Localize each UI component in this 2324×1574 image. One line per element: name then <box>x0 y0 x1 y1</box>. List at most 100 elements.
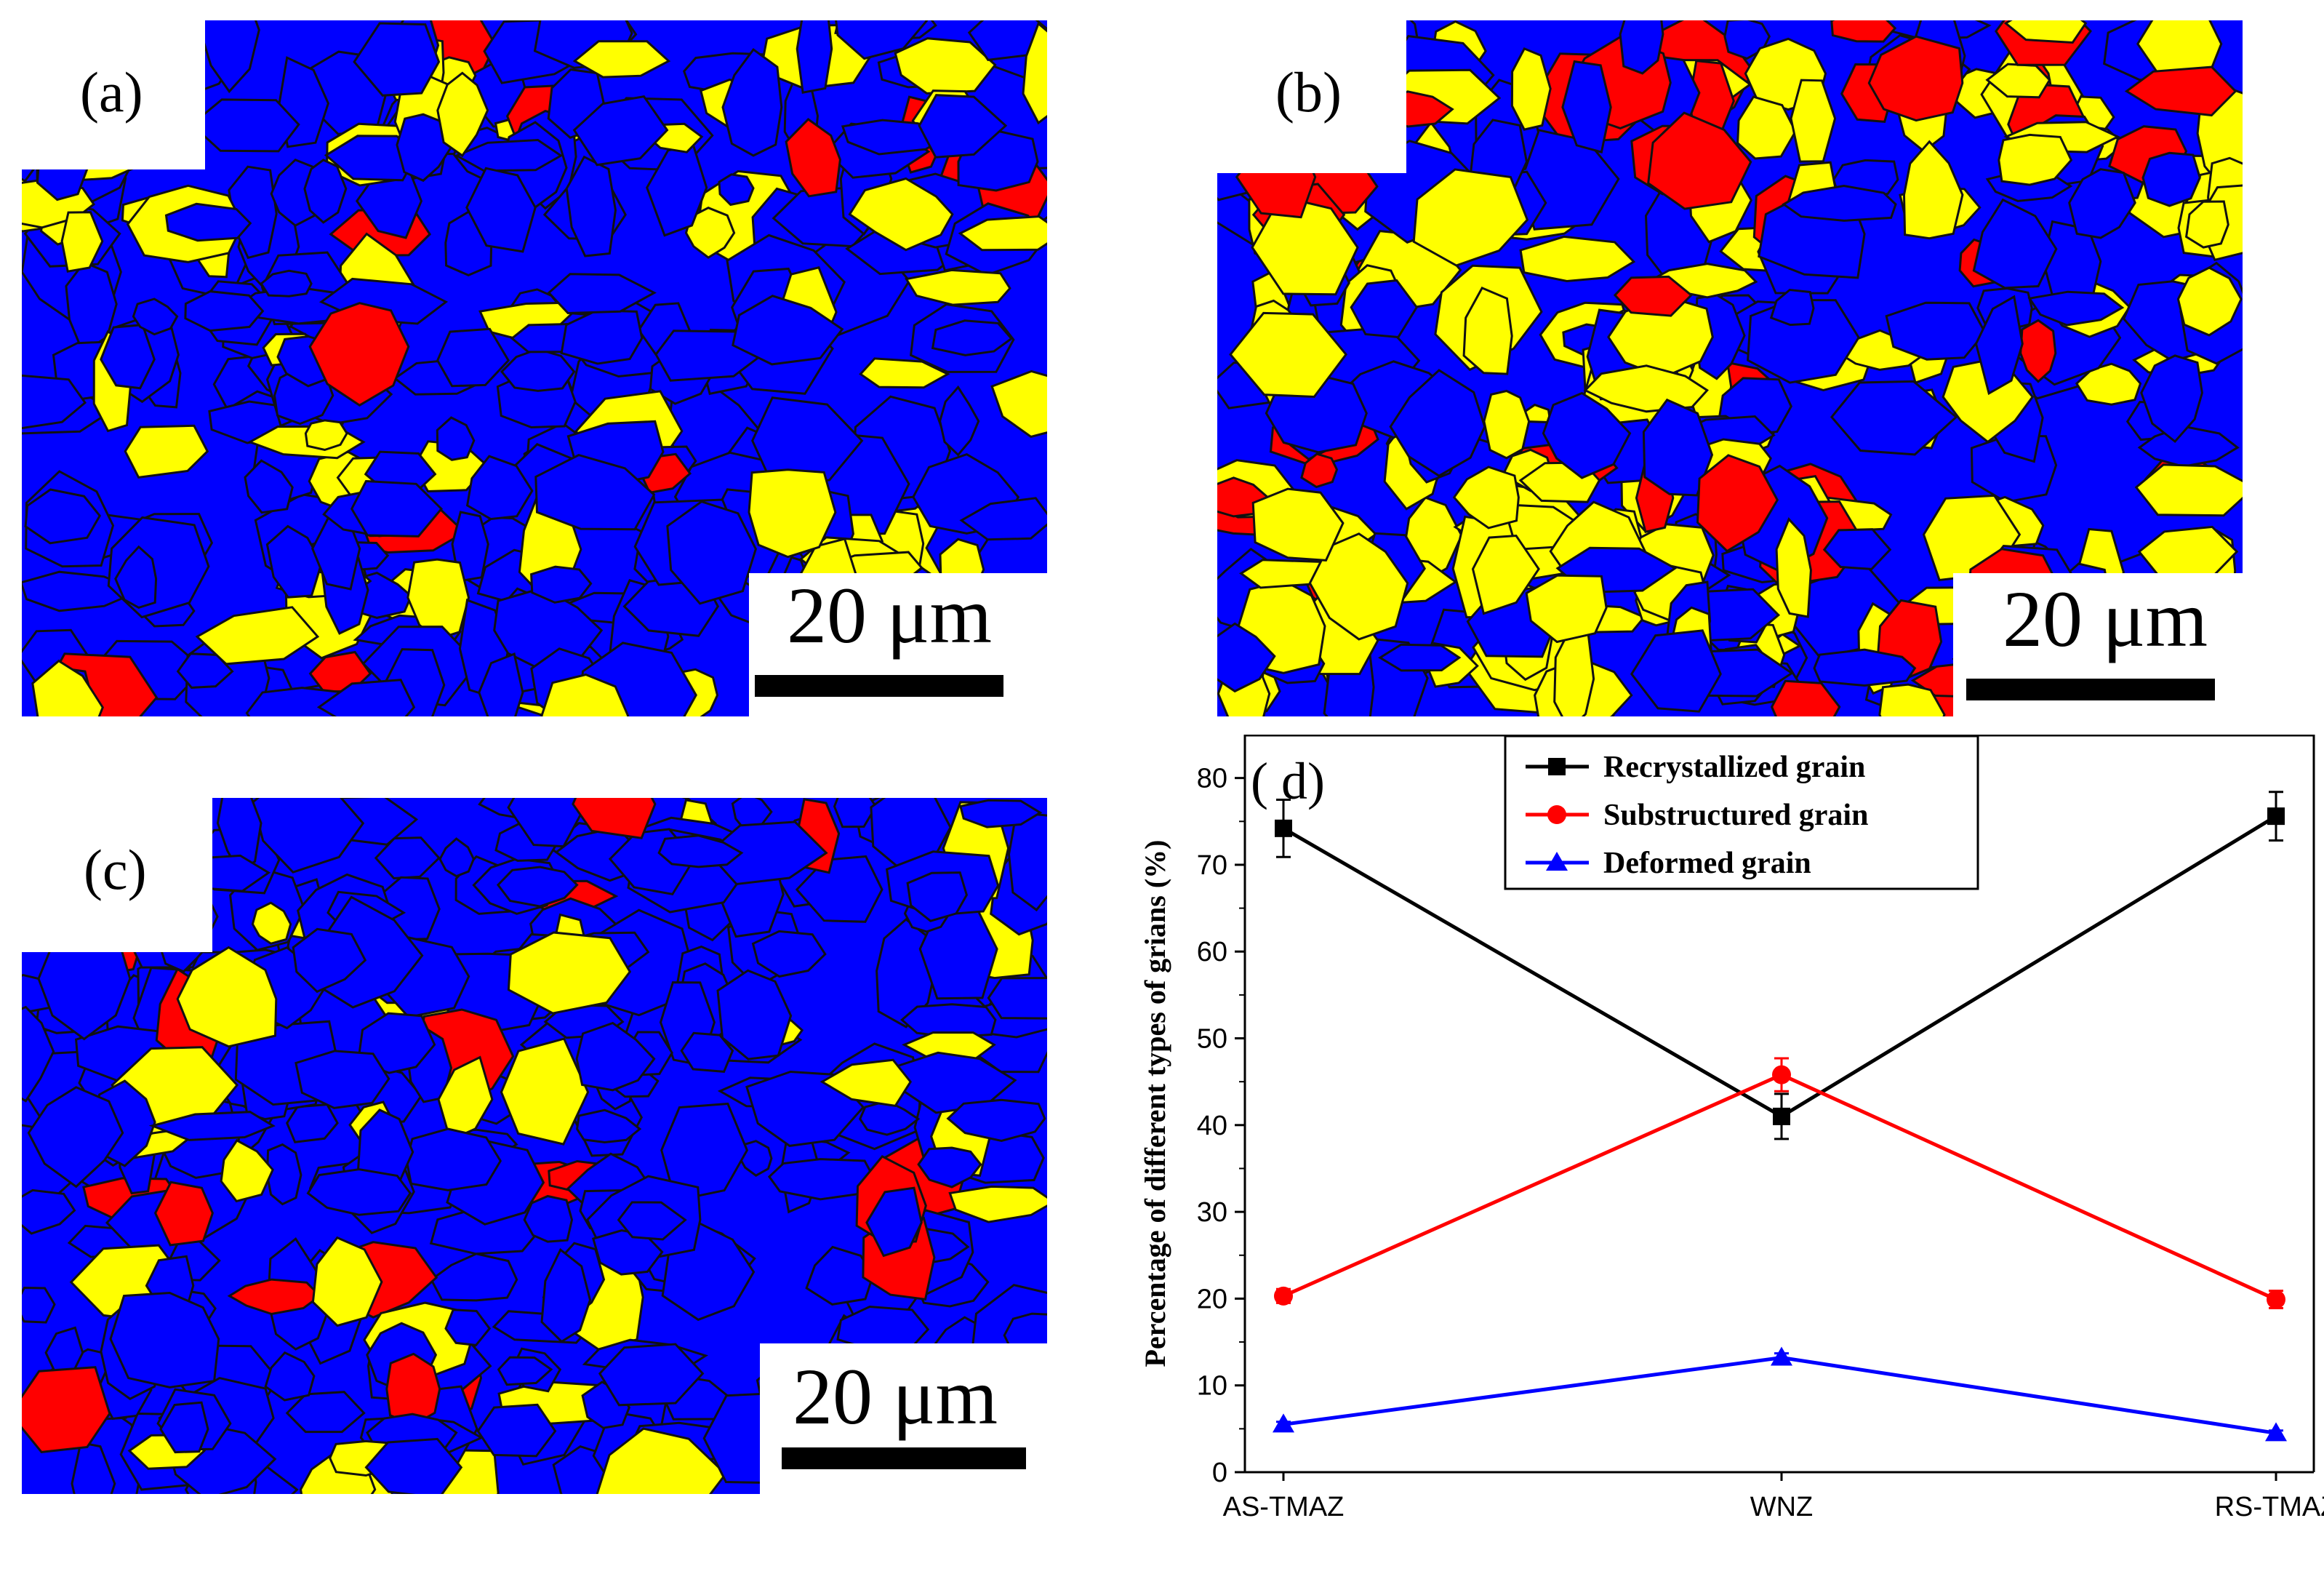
grain-overlay-c <box>22 798 1047 1494</box>
grain <box>465 455 534 521</box>
grain <box>184 290 265 332</box>
grain <box>109 1291 220 1389</box>
data-point <box>2267 807 2285 826</box>
grain <box>436 327 510 388</box>
y-tick-label: 30 <box>1197 1197 1227 1228</box>
legend-marker <box>1547 805 1566 824</box>
grain <box>575 1021 656 1092</box>
y-tick-label: 70 <box>1197 850 1227 881</box>
scale-bar-a <box>755 675 1003 697</box>
grain <box>2075 362 2142 406</box>
grain <box>1867 35 1964 122</box>
grain <box>292 927 367 994</box>
grain <box>316 679 416 716</box>
grain <box>356 1012 436 1074</box>
grain <box>1607 294 1714 379</box>
grain <box>716 969 793 1060</box>
grain <box>732 295 844 366</box>
grain <box>931 319 1014 356</box>
grain <box>500 348 576 392</box>
grain <box>1519 235 1636 283</box>
grain <box>308 302 410 407</box>
ebsd-map-c: (c) 20 μm <box>22 798 1047 1494</box>
grain <box>353 22 441 97</box>
grain <box>598 1343 705 1407</box>
legend-entry-2: Deformed grain <box>1603 847 1811 880</box>
grain <box>227 1278 322 1316</box>
y-tick-label: 0 <box>1212 1458 1227 1488</box>
grain <box>22 1286 56 1324</box>
grain <box>1769 288 1815 327</box>
grain <box>547 273 657 315</box>
grain <box>148 1111 276 1141</box>
grain <box>1782 184 1897 222</box>
chart-axes: 0 10 20 30 40 50 60 70 80 AS-TMAZ WNZ RS-TMAZ <box>1197 735 2324 1522</box>
grain <box>1412 168 1529 267</box>
grain <box>124 424 209 479</box>
panel-label-a: (a) <box>80 60 143 124</box>
grain <box>1007 813 1047 912</box>
grain <box>304 419 348 452</box>
y-tick-label: 80 <box>1197 764 1227 794</box>
grain <box>350 479 444 538</box>
grain <box>572 40 671 79</box>
grain <box>265 1143 302 1206</box>
x-tick-label: WNZ <box>1750 1492 1814 1522</box>
grain <box>1022 21 1047 125</box>
grain <box>596 1427 727 1494</box>
grain <box>500 1037 590 1146</box>
grain <box>865 1186 923 1258</box>
grain <box>1813 648 1917 687</box>
grain <box>497 1356 553 1386</box>
grain <box>220 1138 274 1203</box>
grain <box>1619 20 1664 75</box>
grain <box>2137 425 2240 468</box>
grain <box>1462 286 1513 375</box>
grain <box>31 659 104 716</box>
grain <box>959 799 1043 828</box>
grain <box>948 1185 1047 1223</box>
grain <box>465 167 537 253</box>
grain <box>751 930 827 978</box>
grain <box>617 1201 687 1241</box>
grain-map-a: (a) 20 μm <box>22 20 1047 716</box>
grain <box>576 1108 642 1144</box>
grain <box>153 1180 215 1247</box>
grain <box>1972 198 2058 289</box>
grain <box>476 1403 557 1458</box>
grain <box>1736 95 1797 160</box>
data-point <box>1772 1065 1791 1084</box>
grain <box>666 500 758 605</box>
grain <box>1510 47 1552 131</box>
ebsd-map-a: (a) 20 μm <box>22 20 1047 716</box>
data-point <box>1273 1413 1294 1433</box>
grain <box>22 374 87 430</box>
grain <box>2027 290 2125 327</box>
grain <box>560 309 644 365</box>
grain <box>859 357 950 389</box>
data-point <box>1773 1107 1790 1125</box>
grain <box>2141 151 2201 207</box>
grain <box>1998 133 2073 186</box>
data-point <box>2265 1422 2287 1442</box>
grain <box>2184 200 2229 249</box>
grain <box>785 118 841 198</box>
grain <box>1613 275 1694 317</box>
grain <box>959 497 1047 541</box>
grain <box>523 1194 574 1243</box>
grain <box>164 202 252 242</box>
grain <box>436 416 476 461</box>
y-tick-label: 10 <box>1197 1371 1227 1402</box>
grain <box>1217 622 1276 693</box>
panel-label-d: ( d) <box>1251 752 1325 810</box>
grain <box>251 901 292 945</box>
grain <box>534 453 656 531</box>
grain <box>244 459 294 514</box>
grain <box>684 207 736 259</box>
y-tick-label: 40 <box>1197 1111 1227 1141</box>
grain <box>24 488 102 545</box>
grain <box>1300 452 1339 489</box>
grain <box>22 1005 55 1103</box>
label-box <box>22 20 205 169</box>
